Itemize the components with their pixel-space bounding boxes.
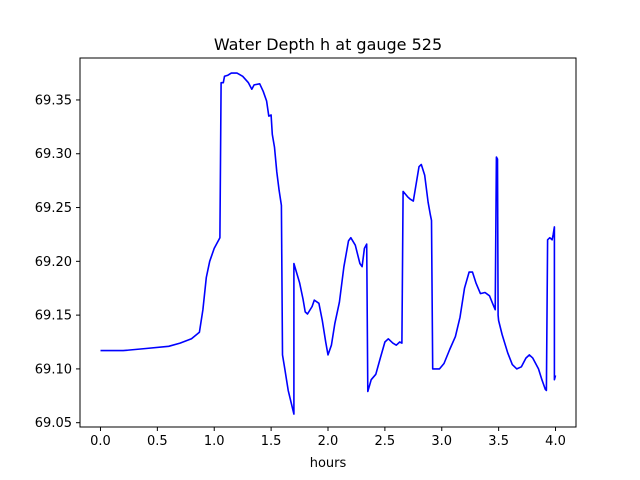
plot-area [80, 58, 576, 427]
series-line-0 [100, 72, 557, 415]
y-tick-label: 69.35 [35, 93, 72, 108]
y-tick-label: 69.10 [35, 362, 72, 377]
plot-frame [79, 57, 577, 428]
y-tick-label: 69.30 [35, 147, 72, 162]
x-tick-label: 3.5 [488, 434, 509, 449]
y-tick-label: 69.20 [35, 255, 72, 270]
x-tick-label: 1.0 [204, 434, 225, 449]
x-tick-label: 0.5 [147, 434, 168, 449]
chart-title: Water Depth h at gauge 525 [214, 35, 442, 54]
x-tick-label: 3.0 [431, 434, 452, 449]
y-tick-label: 69.15 [35, 309, 72, 324]
x-axis-label: hours [310, 456, 347, 471]
x-axis: 0.0 0.5 1.0 1.5 2.0 2.5 3.0 3.5 4.0 [90, 427, 566, 449]
x-tick-label: 0.0 [90, 434, 111, 449]
y-axis: 69.05 69.10 69.15 69.20 69.25 69.30 69.35 [35, 93, 80, 431]
y-tick-label: 69.05 [35, 416, 72, 431]
y-tick-label: 69.25 [35, 201, 72, 216]
series-group [100, 72, 557, 415]
x-tick-label: 1.5 [261, 434, 282, 449]
x-tick-label: 2.0 [318, 434, 339, 449]
x-tick-label: 2.5 [375, 434, 396, 449]
x-tick-label: 4.0 [545, 434, 566, 449]
